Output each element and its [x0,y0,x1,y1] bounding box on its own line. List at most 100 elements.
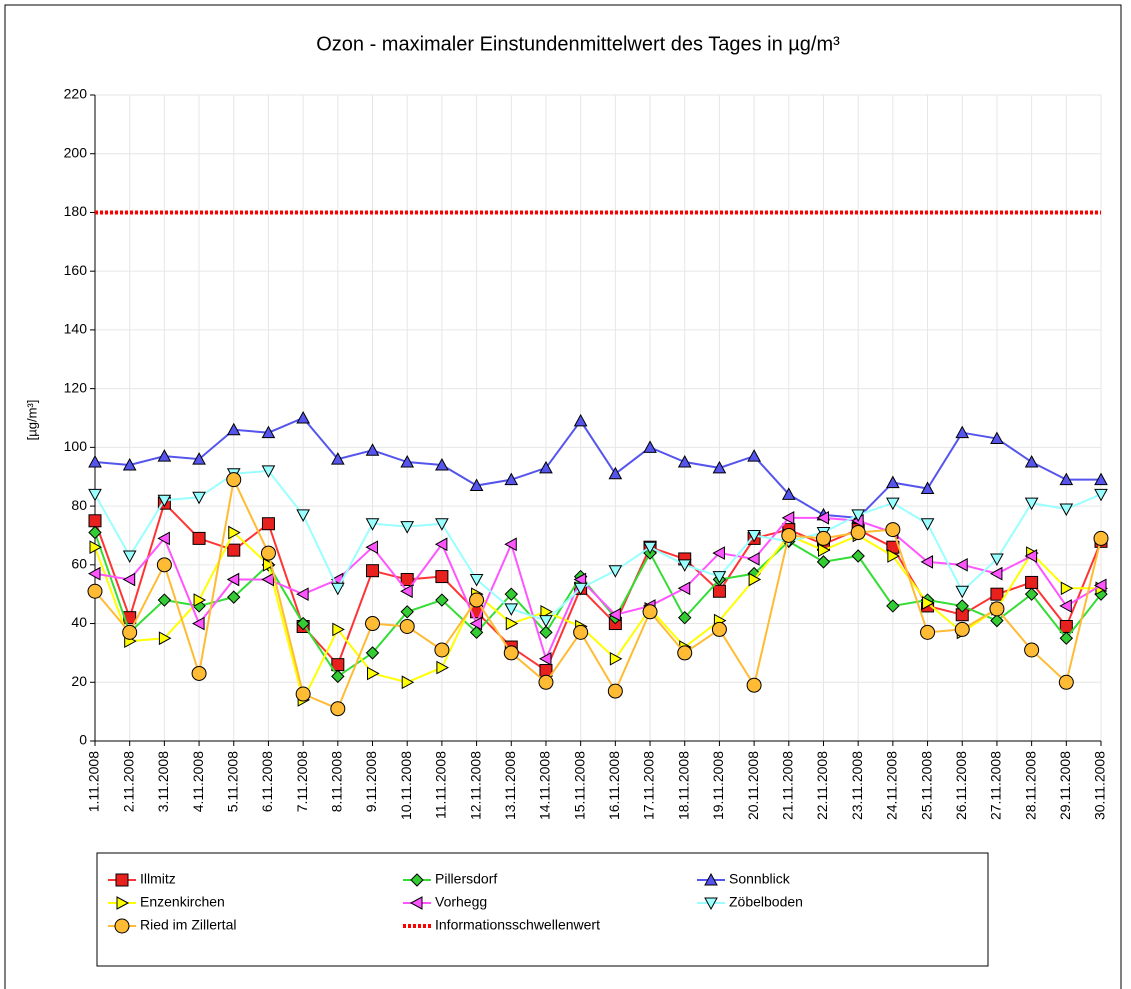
y-tick-label: 120 [64,379,88,395]
data-point [503,645,519,661]
legend-label: Informationsschwellenwert [435,917,600,933]
data-point [815,530,831,546]
data-point [157,449,172,462]
x-tick-label: 17.11.2008 [641,751,657,820]
data-point [122,457,137,471]
data-point [886,599,900,613]
series [87,510,1107,666]
data-point [989,601,1005,617]
x-tick-label: 21.11.2008 [779,751,795,820]
data-point [400,573,414,586]
data-point [261,465,276,478]
data-point [261,517,275,531]
data-point [1024,549,1038,563]
data-point [678,610,692,625]
data-point [434,537,448,552]
frame [4,4,1122,989]
data-point [1059,631,1074,645]
data-point [990,431,1004,445]
x-tick-label: 10.11.2008 [398,751,414,820]
data-point [400,584,413,599]
data-point [643,440,657,453]
x-tick-label: 2.11.2008 [120,751,136,812]
x-tick-label: 22.11.2008 [814,751,830,820]
data-point [851,509,866,522]
data-point [1059,472,1074,486]
legend-label: Zöbelboden [729,894,803,910]
y-tick-label: 80 [71,497,87,513]
y-tick-label: 40 [71,614,87,630]
legend-marker [116,896,130,910]
data-point [469,478,484,492]
legend-label: Sonnblick [729,871,791,887]
x-tick-label: 11.11.2008 [433,751,449,819]
legend-label: Vorhegg [435,894,487,910]
x-tick-label: 18.11.2008 [675,751,691,820]
data-point [365,518,380,531]
data-point [192,491,206,505]
x-tick-label: 1.11.2008 [86,751,102,812]
data-point [296,410,310,424]
series [88,465,1108,628]
y-tick-label: 220 [64,86,88,102]
legend-label: Illmitz [140,871,176,887]
x-tick-label: 29.11.2008 [1057,751,1073,820]
data-point [157,593,172,607]
data-point [920,624,936,640]
data-point [295,686,311,702]
data-point [400,521,415,534]
data-point [920,518,935,531]
x-tick-label: 7.11.2008 [294,751,310,812]
data-point [227,590,241,604]
data-point [366,564,380,578]
x-tick-label: 20.11.2008 [745,751,761,820]
legend-box [96,852,989,967]
data-point [469,592,485,608]
data-point [642,604,658,620]
data-point [1094,488,1108,502]
x-tick-label: 30.11.2008 [1092,751,1108,820]
data-point [504,603,519,616]
data-point [539,460,553,474]
data-point [226,572,240,587]
data-point [469,574,484,587]
data-point [122,624,138,640]
data-point [261,572,274,587]
y-tick-label: 160 [64,262,88,278]
data-point [746,677,762,693]
y-tick-label: 20 [71,673,87,689]
data-point [365,616,381,632]
data-point [436,660,449,675]
data-point [573,624,589,640]
data-point [747,529,761,543]
series-line [94,469,1102,622]
data-point [955,599,969,613]
data-point [330,582,345,596]
x-tick-label: 9.11.2008 [363,751,379,812]
data-point [955,425,970,439]
data-point [1093,578,1107,593]
data-point [538,651,552,666]
data-point [1094,472,1108,486]
data-point [399,618,415,634]
data-point [781,527,797,543]
data-point [156,557,172,573]
data-point [573,572,587,587]
data-point [955,557,968,572]
data-point [573,413,588,427]
legend-label: Enzenkirchen [140,894,225,910]
y-tick-label: 180 [64,203,88,219]
data-point [990,613,1004,628]
data-point [122,572,136,587]
data-point [1059,599,1072,613]
data-point [87,583,103,599]
data-point [122,550,137,564]
data-point [781,487,796,500]
x-tick-label: 19.11.2008 [710,751,726,820]
data-point [1058,674,1074,690]
data-point [88,525,102,540]
data-point [158,631,172,646]
data-point [1024,455,1039,468]
data-point [296,509,310,522]
